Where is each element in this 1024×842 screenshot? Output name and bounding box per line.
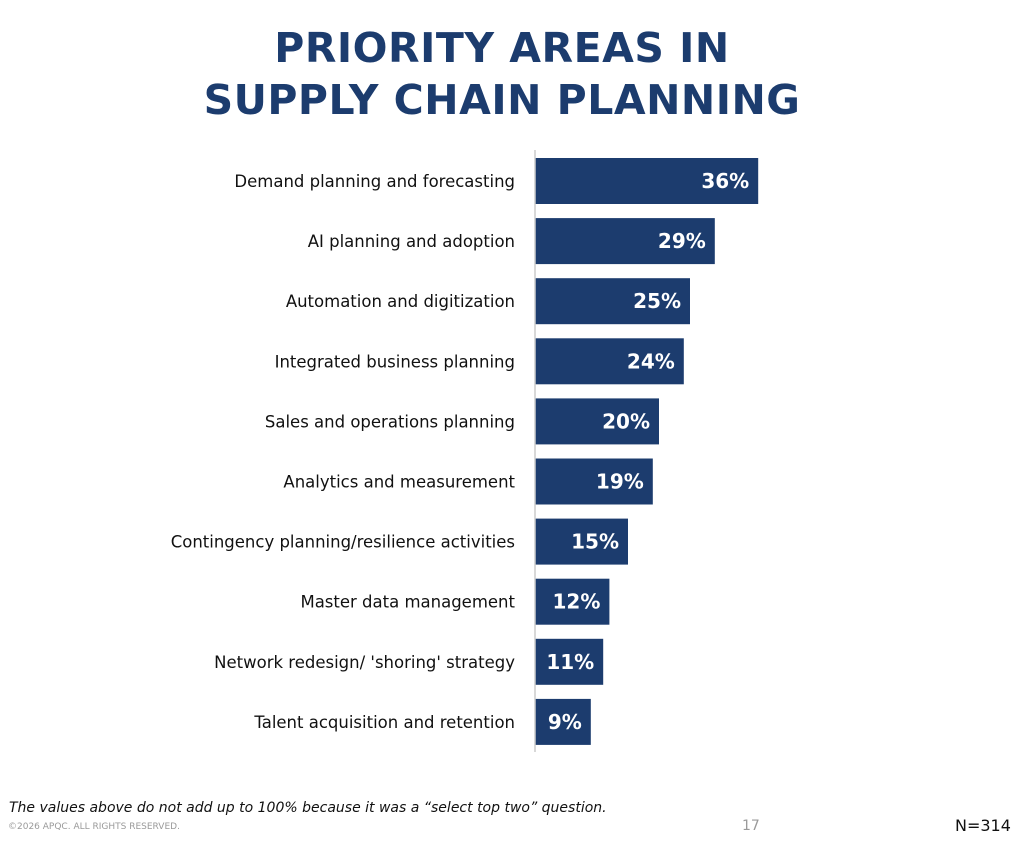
bar-value-label: 29%: [658, 229, 706, 253]
bar-value-label: 9%: [548, 710, 582, 734]
bar: [535, 698, 591, 745]
page-number: 17: [742, 818, 760, 834]
bar: [535, 458, 653, 505]
bar: [535, 638, 604, 685]
title-line-2: SUPPLY CHAIN PLANNING: [203, 76, 801, 124]
bar-value-label: 12%: [553, 590, 601, 614]
bar: [535, 518, 628, 565]
category-label: Master data management: [300, 593, 515, 612]
bar-value-label: 15%: [571, 530, 619, 554]
category-label: AI planning and adoption: [308, 232, 515, 251]
category-label: Integrated business planning: [275, 352, 515, 371]
bar: [535, 578, 610, 625]
footnote: The values above do not add up to 100% b…: [9, 800, 607, 816]
bar-value-label: 24%: [627, 349, 675, 373]
bar: [535, 278, 690, 325]
copyright: ©2026 APQC. ALL RIGHTS RESERVED.: [8, 822, 180, 832]
bar-value-label: 19%: [596, 470, 644, 494]
chart-title: PRIORITY AREAS IN SUPPLY CHAIN PLANNING: [0, 22, 1004, 126]
bar: [535, 158, 759, 204]
title-line-1: PRIORITY AREAS IN: [274, 24, 730, 72]
sample-size: N=314: [955, 816, 1011, 835]
category-label: Network redesign/ 'shoring' strategy: [214, 653, 515, 672]
category-label: Contingency planning/resilience activiti…: [171, 533, 515, 552]
bar-chart: 36% Demand planning and forecasting 29% AI …: [171, 150, 759, 752]
category-label: Analytics and measurement: [283, 473, 515, 492]
category-label: Demand planning and forecasting: [234, 172, 515, 191]
bar: [535, 218, 715, 265]
bar: [535, 398, 659, 445]
bar: [535, 338, 684, 385]
category-label: Talent acquisition and retention: [253, 713, 515, 732]
bar-value-label: 20%: [602, 409, 650, 433]
category-label: Sales and operations planning: [265, 412, 515, 431]
bar-value-label: 11%: [546, 650, 594, 674]
bar-value-label: 25%: [633, 289, 681, 313]
category-label: Automation and digitization: [286, 292, 515, 311]
bar-value-label: 36%: [701, 169, 749, 193]
